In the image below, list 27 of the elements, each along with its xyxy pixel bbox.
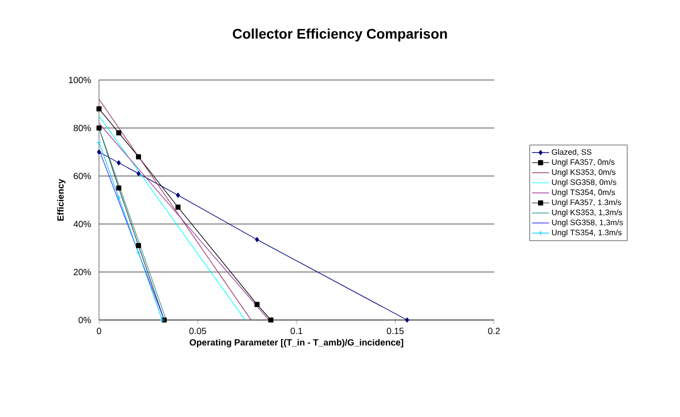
- x-tick-label: 0.05: [189, 328, 206, 334]
- y-tick-label: 60%: [74, 172, 91, 180]
- x-tick-label: 0.1: [290, 328, 302, 334]
- point: [116, 130, 122, 136]
- y-axis-title: Efficiency: [57, 178, 66, 221]
- x-tick-label: 0: [96, 328, 102, 334]
- y-tick-label: 20%: [74, 268, 91, 276]
- point: [136, 171, 140, 176]
- point: [116, 195, 122, 200]
- y-tick-label: 40%: [73, 220, 91, 228]
- point: [175, 204, 181, 210]
- point: [136, 154, 142, 160]
- point: [254, 302, 260, 307]
- x-tick-label: 0.15: [386, 328, 404, 334]
- y-tick-label: 100%: [68, 76, 91, 84]
- point: [176, 192, 180, 198]
- point: [96, 106, 102, 112]
- y-tick-label: 80%: [74, 124, 91, 132]
- point: [116, 160, 121, 166]
- x-tick-label: 0.2: [488, 328, 500, 334]
- x-axis-title: Operating Parameter [(T_in - T_amb)/G_incidence]: [190, 338, 404, 348]
- point: [268, 317, 274, 323]
- point: [255, 237, 260, 242]
- point: [405, 317, 410, 323]
- point: [136, 250, 142, 256]
- chart-title: Collector Efficiency Comparison: [232, 28, 447, 42]
- y-tick-label: 0%: [78, 316, 91, 324]
